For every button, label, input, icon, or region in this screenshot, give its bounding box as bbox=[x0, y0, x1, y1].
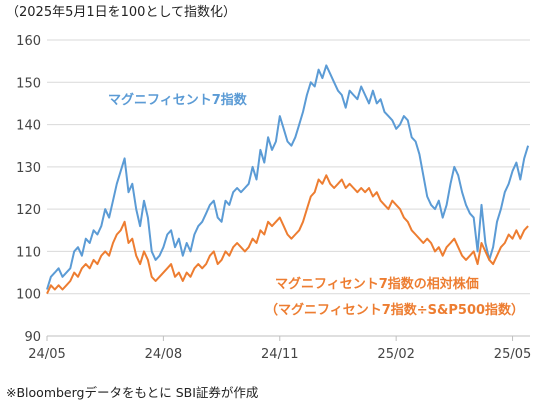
chart-title: （2025年5月1日を100として指数化） bbox=[6, 5, 236, 20]
y-tick-label-140: 140 bbox=[16, 119, 41, 134]
series-labels: マグニフィセント7指数 マグニフィセント7指数の相対株価 （マグニフィセント7指… bbox=[108, 92, 524, 318]
series-line-1 bbox=[46, 174, 529, 295]
series-line-0 bbox=[46, 64, 530, 290]
series-label-relative: マグニフィセント7指数の相対株価 bbox=[275, 276, 479, 292]
x-tick-label-1: 24/08 bbox=[145, 347, 182, 362]
x-axis: 24/05 24/08 24/11 25/02 25/05 bbox=[28, 335, 531, 362]
grid bbox=[47, 39, 530, 295]
source-note: ※Bloombergデータをもとに SBI証券が作成 bbox=[6, 385, 258, 400]
y-tick-label-90: 90 bbox=[24, 330, 41, 345]
series-layer bbox=[46, 64, 530, 295]
y-tick-label-160: 160 bbox=[16, 34, 41, 49]
y-tick-label-110: 110 bbox=[16, 245, 41, 260]
x-tick-label-2: 24/11 bbox=[261, 347, 298, 362]
y-tick-label-120: 120 bbox=[16, 203, 41, 218]
series-label-relative-formula: （マグニフィセント7指数÷S&P500指数） bbox=[265, 302, 524, 318]
series-label-mag7: マグニフィセント7指数 bbox=[108, 92, 248, 108]
y-axis: 90 100 110 120 130 140 150 160 bbox=[16, 34, 41, 345]
x-tick-label-3: 25/02 bbox=[377, 347, 414, 362]
y-tick-label-150: 150 bbox=[16, 76, 41, 91]
x-tick-label-0: 24/05 bbox=[28, 347, 65, 362]
y-tick-label-100: 100 bbox=[16, 288, 41, 303]
x-tick-label-4: 25/05 bbox=[494, 347, 531, 362]
y-tick-label-130: 130 bbox=[16, 161, 41, 176]
